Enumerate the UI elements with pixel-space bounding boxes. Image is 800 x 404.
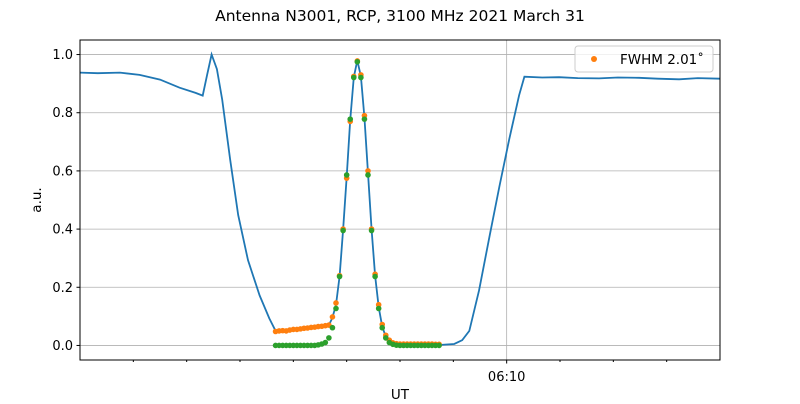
data-point-green xyxy=(382,335,389,341)
chart-title: Antenna N3001, RCP, 3100 MHz 2021 March … xyxy=(215,7,585,25)
y-tick-label: 0.0 xyxy=(52,339,73,354)
legend-marker-orange xyxy=(591,56,597,62)
plot-area xyxy=(80,51,720,349)
data-point-orange xyxy=(333,300,339,306)
y-tick-label: 0.2 xyxy=(52,281,73,296)
data-point-green xyxy=(329,324,336,331)
data-point-orange xyxy=(365,168,371,174)
legend-label: FWHM 2.01˚ xyxy=(620,51,704,68)
series-line-blue xyxy=(80,51,720,346)
y-tick-label: 0.4 xyxy=(52,223,73,238)
y-axis-label: a.u. xyxy=(29,187,45,212)
x-tick-label: 06:10 xyxy=(488,370,525,385)
data-point-green xyxy=(436,342,442,349)
y-tick-label: 0.6 xyxy=(52,164,73,179)
data-point-green xyxy=(375,305,382,312)
data-point-green xyxy=(372,273,378,280)
data-point-green xyxy=(350,74,357,81)
x-axis-label: UT xyxy=(391,387,410,400)
legend: FWHM 2.01˚ xyxy=(574,45,714,73)
axes: 0.0 0.2 0.4 0.6 0.8 1.0 06:10 xyxy=(52,48,668,385)
grid xyxy=(80,40,720,360)
axes-frame xyxy=(79,39,721,361)
data-point-green xyxy=(379,324,386,331)
data-point-green xyxy=(326,335,332,341)
data-point-green xyxy=(347,116,354,122)
data-point-green xyxy=(361,116,368,122)
data-point-green xyxy=(365,172,371,178)
data-point-green xyxy=(358,74,364,81)
data-point-green xyxy=(336,273,343,280)
legend-box xyxy=(574,45,714,73)
data-point-green xyxy=(368,227,375,234)
data-point-green xyxy=(322,339,329,346)
data-point-green xyxy=(354,59,361,65)
y-tick-label: 0.8 xyxy=(52,106,73,121)
data-point-orange xyxy=(329,314,336,320)
data-point-green xyxy=(333,305,339,312)
data-point-green xyxy=(343,172,350,178)
y-tick-label: 1.0 xyxy=(52,48,73,63)
data-point-green xyxy=(340,227,346,234)
